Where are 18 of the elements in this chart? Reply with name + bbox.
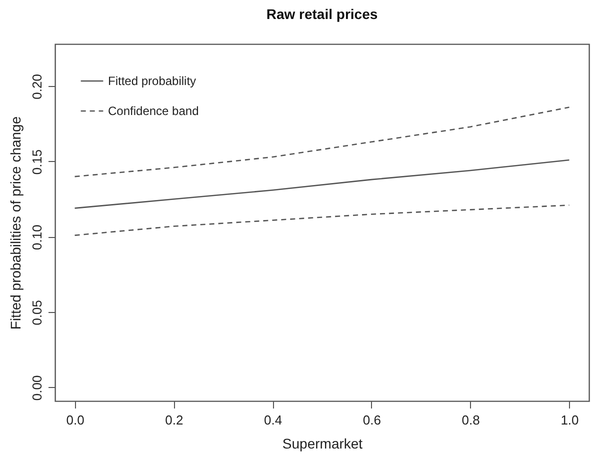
x-axis-title: Supermarket [282,436,363,452]
x-tick-label: 0.4 [264,412,282,428]
x-tick-label: 0.8 [462,412,480,428]
x-tick-label: 0.2 [165,412,184,428]
y-tick-label: 0.05 [30,300,44,326]
legend-label: Fitted probability [108,74,196,88]
y-tick-label: 0.15 [30,149,44,175]
y-tick-label: 0.20 [30,74,44,100]
line-series [74,159,570,209]
y-axis-title: Fitted probabilities of price change [8,116,24,330]
line-series [74,106,570,178]
y-tick-label: 0.10 [30,224,44,250]
chart-title: Raw retail prices [266,6,378,22]
legend-label: Confidence band [108,104,199,118]
x-tick-label: 1.0 [560,412,579,428]
y-tick-label: 0.00 [30,375,44,401]
x-tick-label: 0.0 [66,412,84,428]
x-tick-label: 0.6 [362,412,381,428]
